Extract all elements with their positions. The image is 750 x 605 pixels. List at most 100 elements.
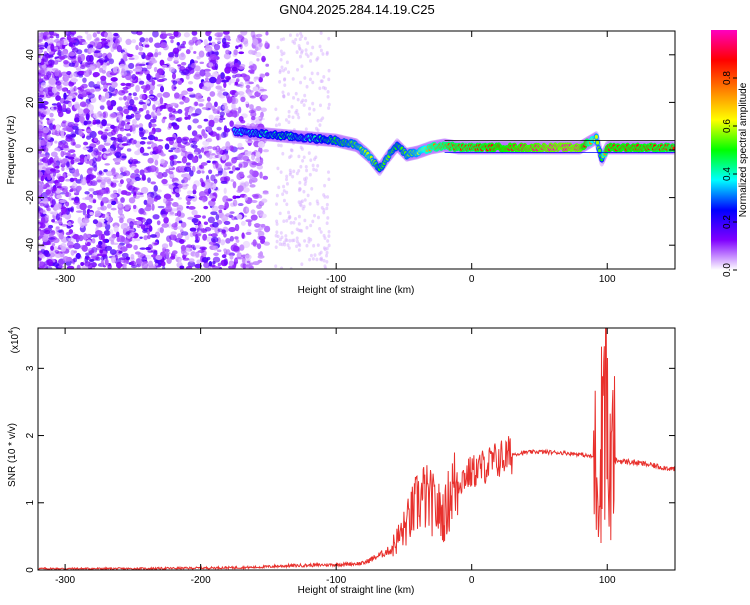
heatmap-cell	[209, 76, 217, 84]
heatmap-cell	[47, 59, 55, 66]
heatmap-cell	[215, 85, 223, 90]
heatmap-cell	[213, 43, 221, 51]
heatmap-cell	[120, 197, 125, 203]
heatmap-cell	[227, 38, 232, 42]
heatmap-cell	[235, 37, 242, 43]
heatmap-cell	[298, 54, 302, 59]
heatmap-cell	[154, 159, 159, 166]
heatmap-cell	[314, 155, 318, 160]
heatmap-cell	[87, 103, 94, 111]
heatmap-cell	[178, 258, 182, 264]
heatmap-cell	[125, 256, 130, 261]
heatmap-cell	[264, 72, 270, 77]
heatmap-cell	[84, 255, 90, 259]
heatmap-cell	[93, 113, 99, 119]
heatmap-cell	[113, 32, 119, 37]
heatmap-cell	[292, 96, 296, 100]
heatmap-cell	[46, 259, 53, 267]
heatmap-cell	[300, 64, 304, 69]
heatmap-cell	[80, 65, 86, 70]
heatmap-cell	[132, 106, 138, 112]
heatmap-cell	[94, 88, 101, 92]
heatmap-cell	[139, 93, 146, 100]
heatmap-cell	[100, 260, 105, 267]
heatmap-cell	[322, 207, 326, 212]
heatmap-cell	[147, 250, 154, 253]
heatmap-cell	[258, 235, 266, 241]
heatmap-cell	[214, 101, 218, 108]
heatmap-cell	[229, 254, 234, 260]
heatmap-cell	[208, 195, 216, 199]
heatmap-cell	[239, 244, 245, 251]
heatmap-cell	[55, 124, 61, 132]
heatmap-cell	[121, 252, 129, 258]
heatmap-cell	[89, 211, 94, 216]
heatmap-cell	[181, 138, 188, 145]
heatmap-cell	[155, 254, 163, 261]
heatmap-cell	[259, 73, 266, 78]
heatmap-cell	[201, 227, 205, 234]
heatmap-cell	[112, 66, 118, 73]
heatmap-cell	[298, 37, 302, 42]
heatmap-cell	[62, 256, 69, 262]
heatmap-cell	[88, 188, 95, 192]
heatmap-cell	[285, 190, 289, 195]
heatmap-cell	[262, 192, 269, 195]
heatmap-cell	[237, 257, 244, 260]
heatmap-cell	[133, 96, 139, 101]
heatmap-cell	[96, 179, 102, 183]
heatmap-cell	[233, 49, 238, 56]
heatmap-cell	[123, 108, 130, 115]
heatmap-cell	[62, 81, 70, 87]
heatmap-cell	[196, 170, 202, 175]
heatmap-cell	[87, 204, 93, 209]
spectrogram-y-label: Frequency (Hz)	[6, 116, 17, 185]
heatmap-cell	[279, 231, 283, 235]
heatmap-cell	[47, 174, 52, 181]
heatmap-cell	[169, 174, 175, 177]
snr-line	[38, 328, 675, 570]
heatmap-cell	[74, 158, 81, 162]
heatmap-cell	[151, 79, 156, 86]
heatmap-cell	[54, 203, 62, 210]
heatmap-cell	[54, 249, 60, 254]
heatmap-cell	[83, 141, 89, 146]
heatmap-cell	[45, 168, 51, 174]
heatmap-cell	[116, 44, 123, 53]
heatmap-cell	[194, 71, 201, 78]
heatmap-cell	[157, 205, 165, 209]
heatmap-cell	[40, 128, 47, 131]
heatmap-cell	[238, 115, 244, 122]
heatmap-cell	[304, 164, 308, 169]
heatmap-cell	[261, 198, 268, 203]
heatmap-cell	[79, 221, 85, 229]
heatmap-cell	[73, 200, 81, 206]
heatmap-cell	[209, 131, 218, 137]
heatmap-cell	[319, 230, 323, 234]
heatmap-cell	[38, 205, 41, 212]
heatmap-cell	[126, 52, 130, 56]
heatmap-cell	[198, 103, 204, 107]
heatmap-cell	[179, 265, 185, 269]
heatmap-cell	[228, 170, 234, 174]
heatmap-cell	[45, 205, 51, 208]
heatmap-cell	[323, 247, 327, 252]
heatmap-cell	[66, 89, 72, 94]
heatmap-cell	[232, 181, 237, 189]
heatmap-cell	[61, 158, 68, 163]
heatmap-cell	[38, 198, 41, 202]
heatmap-cell	[38, 35, 41, 40]
heatmap-cell	[160, 153, 166, 157]
heatmap-cell	[187, 92, 195, 95]
heatmap-cell	[39, 261, 46, 269]
heatmap-cell	[39, 90, 44, 95]
heatmap-cell	[168, 122, 172, 129]
heatmap-cell	[327, 68, 331, 73]
heatmap-cell	[38, 244, 46, 250]
heatmap-cell	[121, 155, 127, 159]
heatmap-cell	[53, 60, 59, 65]
heatmap-cell	[126, 178, 131, 182]
heatmap-cell	[274, 264, 278, 268]
heatmap-cell	[222, 91, 229, 96]
heatmap-cell	[159, 59, 165, 67]
